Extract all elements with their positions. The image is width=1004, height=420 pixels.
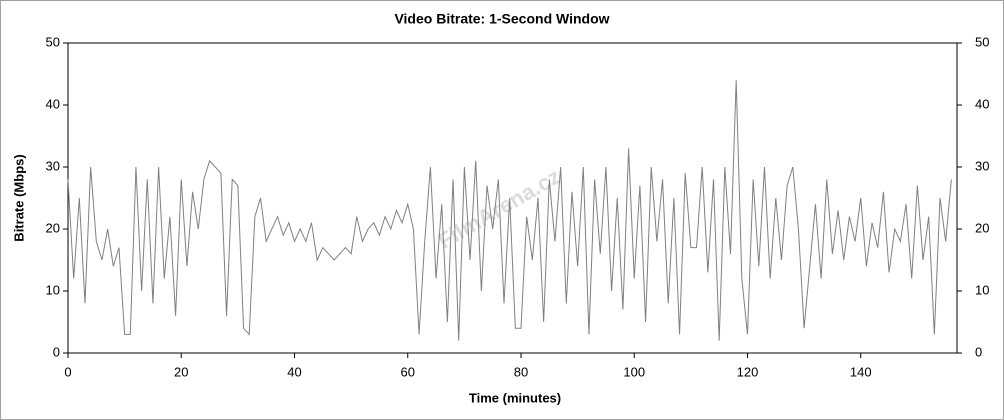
y-tick-label: 50 (46, 34, 60, 49)
x-axis-label: Time (minutes) (469, 390, 561, 405)
y2-tick-label: 40 (975, 96, 989, 111)
y-tick-label: 30 (46, 158, 60, 173)
y-tick-label: 40 (46, 96, 60, 111)
chart-title: Video Bitrate: 1-Second Window (394, 11, 609, 27)
y-tick-label: 10 (46, 282, 60, 297)
data-line (67, 80, 952, 341)
y2-tick-label: 50 (975, 34, 989, 49)
x-tick-label: 40 (287, 364, 301, 379)
y2-tick-label: 0 (975, 344, 982, 359)
x-tick-label: 80 (514, 364, 528, 379)
y-tick-label: 20 (46, 220, 60, 235)
x-tick-label: 100 (623, 364, 645, 379)
y2-tick-label: 10 (975, 282, 989, 297)
y2-tick-label: 20 (975, 220, 989, 235)
y-axis-label: Bitrate (Mbps) (11, 154, 26, 241)
y-tick-label: 0 (53, 344, 60, 359)
x-tick-label: 140 (850, 364, 872, 379)
x-tick-label: 20 (174, 364, 188, 379)
x-tick-label: 60 (401, 364, 415, 379)
plot-area (67, 42, 958, 354)
x-tick-label: 0 (64, 364, 71, 379)
x-tick-label: 120 (737, 364, 759, 379)
y2-tick-label: 30 (975, 158, 989, 173)
